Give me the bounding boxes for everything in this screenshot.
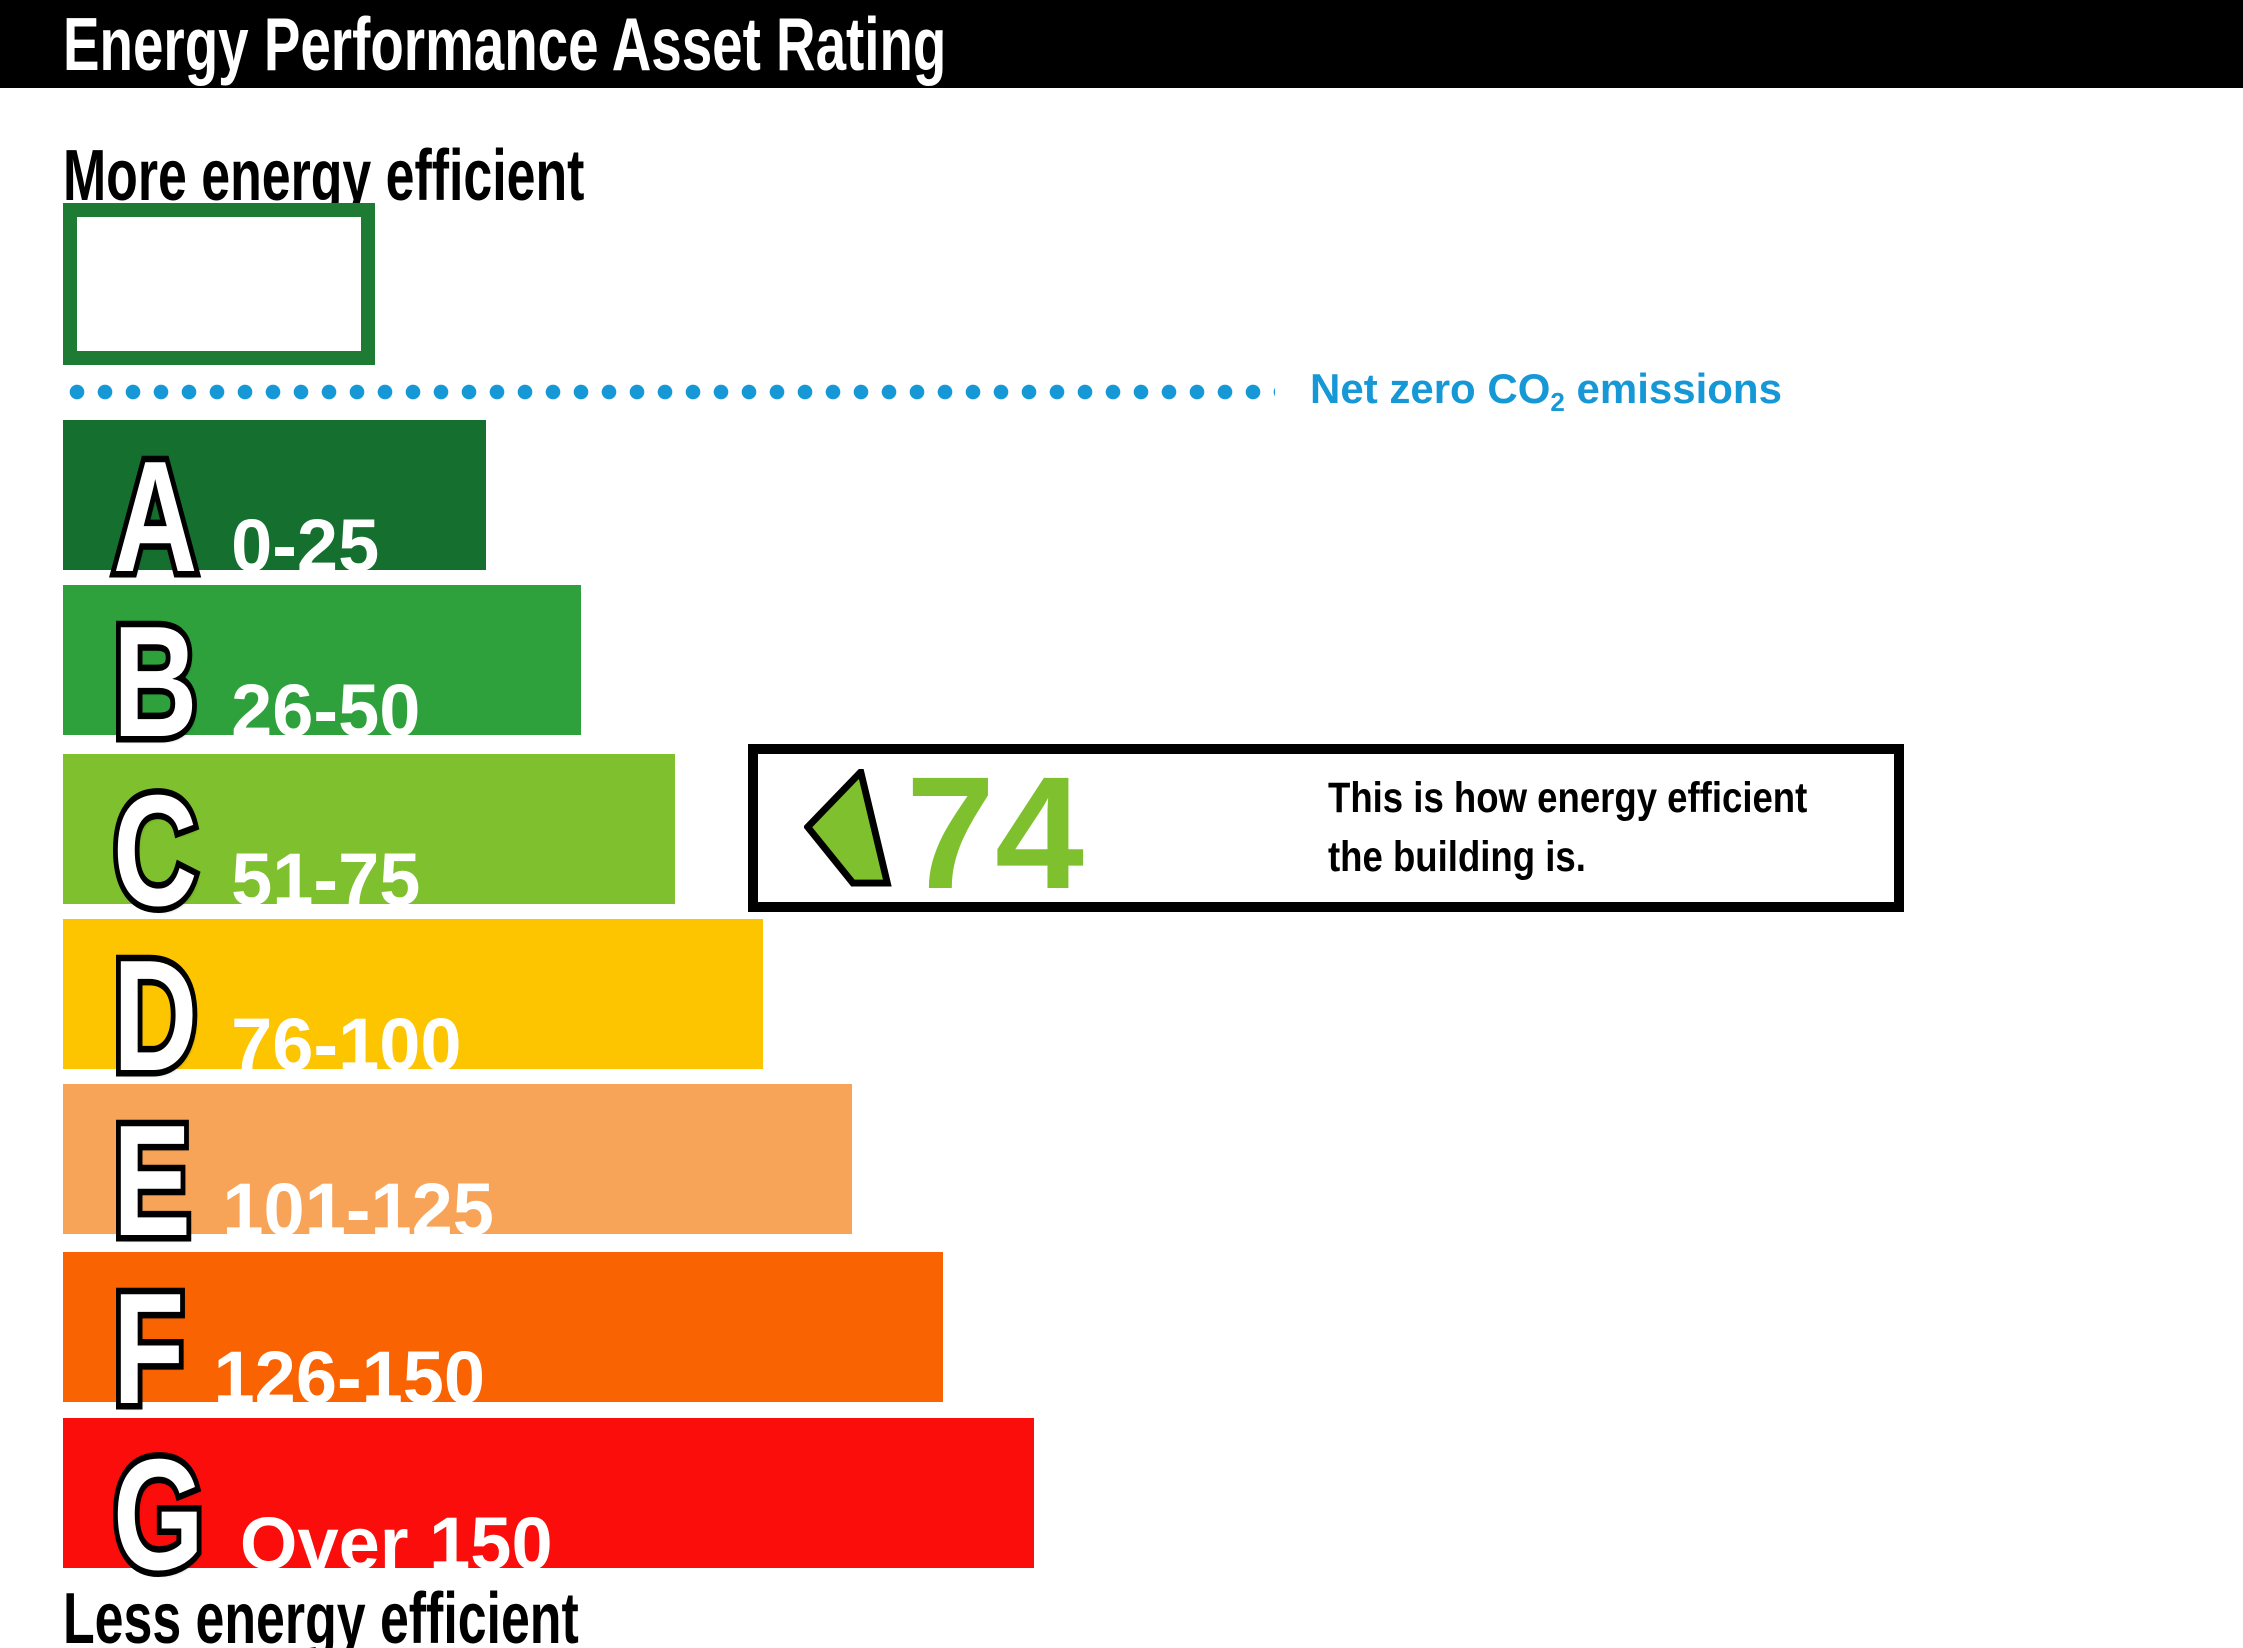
rating-description-line1: This is how energy efficient — [1328, 774, 1808, 822]
net-zero-label: Net zero CO2 emissions — [1310, 365, 1782, 416]
band-a-letter: A — [113, 438, 198, 596]
band-f: F 126-150 — [63, 1252, 943, 1428]
band-f-range: 126-150 — [214, 1341, 486, 1416]
rating-value: 74 — [906, 753, 1084, 914]
band-c: C 51-75 — [63, 754, 675, 930]
rating-description-line2: the building is. — [1328, 833, 1586, 881]
rating-description: This is how energy efficient the buildin… — [1328, 754, 1807, 902]
band-d: D 76-100 — [63, 919, 763, 1095]
band-f-letter: F — [113, 1270, 184, 1428]
net-zero-prefix: Net zero CO — [1310, 365, 1551, 412]
band-e: E 101-125 — [63, 1084, 852, 1260]
band-g: G Over 150 — [63, 1418, 1034, 1594]
dotted-line — [63, 380, 1275, 404]
net-zero-subscript: 2 — [1550, 387, 1565, 417]
band-g-range: Over 150 — [240, 1507, 553, 1582]
band-c-range: 51-75 — [231, 843, 421, 918]
band-a-plus: A+ — [63, 203, 375, 365]
left-arrow-shape — [804, 769, 892, 887]
band-d-letter: D — [113, 937, 198, 1095]
title-bar: Energy Performance Asset Rating — [0, 0, 2243, 88]
band-g-letter: G — [113, 1436, 204, 1594]
band-b-range: 26-50 — [231, 674, 421, 749]
rating-callout: 74 This is how energy efficient the buil… — [748, 744, 1904, 914]
band-b-letter: B — [113, 603, 198, 761]
left-arrow-icon — [804, 769, 892, 887]
band-b: B 26-50 — [63, 585, 581, 761]
band-c-letter: C — [113, 772, 198, 930]
a-plus-label: A+ — [125, 214, 308, 355]
band-e-letter: E — [113, 1102, 191, 1260]
band-a: A 0-25 — [63, 420, 486, 596]
band-e-range: 101-125 — [222, 1173, 494, 1248]
band-d-range: 76-100 — [231, 1008, 462, 1083]
band-a-range: 0-25 — [231, 509, 379, 584]
page-title: Energy Performance Asset Rating — [63, 2, 947, 86]
net-zero-suffix: emissions — [1564, 365, 1782, 412]
more-efficient-label: More energy efficient — [63, 136, 585, 216]
less-efficient-label: Less energy efficient — [63, 1579, 579, 1648]
